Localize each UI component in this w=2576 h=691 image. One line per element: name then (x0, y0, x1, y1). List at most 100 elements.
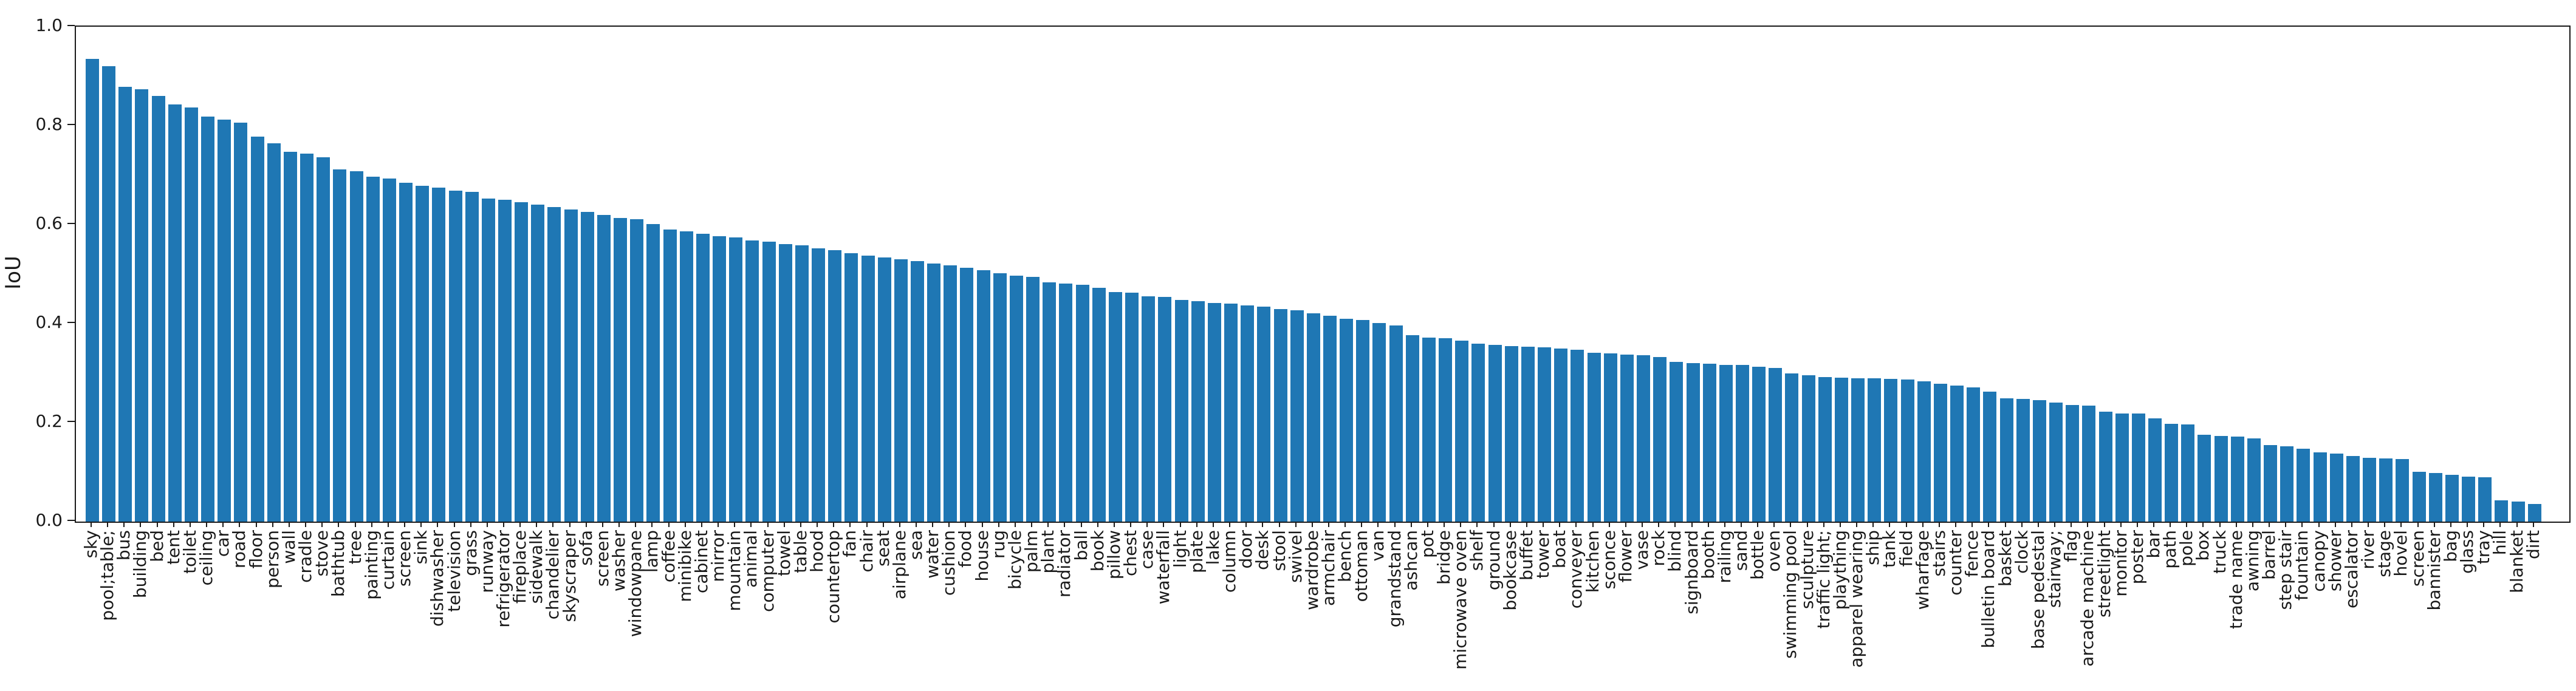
bar (1900, 380, 1914, 522)
x-tick-mark (2334, 522, 2336, 527)
y-tick-label: 0.8 (35, 114, 63, 134)
bar (2148, 418, 2162, 522)
bar (317, 157, 331, 522)
bar (1224, 304, 1238, 522)
x-tick-mark (1724, 522, 1725, 527)
x-tick-mark (206, 522, 208, 527)
x-tick-mark (1014, 522, 1016, 527)
bar (2098, 412, 2112, 522)
x-tick-mark (437, 522, 439, 527)
bar (2412, 472, 2426, 522)
bar (118, 87, 132, 522)
x-tick-mark (651, 522, 653, 527)
bar (465, 192, 479, 522)
bar (2049, 403, 2063, 522)
x-tick-mark (882, 522, 884, 527)
bar (1356, 320, 1370, 522)
bar (1241, 305, 1255, 522)
x-tick-mark (2516, 522, 2518, 527)
x-tick-mark (1427, 522, 1428, 527)
bar (1950, 386, 1964, 522)
plot-area (75, 26, 2571, 523)
x-tick-mark (2004, 522, 2006, 527)
x-tick-mark (2136, 522, 2138, 527)
x-tick-mark (1592, 522, 1594, 527)
x-tick-mark (1345, 522, 1346, 527)
bar (2032, 400, 2046, 522)
x-tick-mark (1674, 522, 1676, 527)
bar (762, 242, 776, 522)
x-tick-mark (387, 522, 389, 527)
bar (135, 89, 149, 522)
bar (2297, 449, 2311, 522)
bar (498, 200, 512, 522)
x-tick-mark (701, 522, 702, 527)
bar (1075, 285, 1089, 522)
x-tick-mark (601, 522, 603, 527)
x-tick-mark (1064, 522, 1066, 527)
x-tick-mark (222, 522, 224, 527)
bar (366, 177, 380, 522)
x-tick-mark (1773, 522, 1775, 527)
x-tick-mark (2087, 522, 2089, 527)
bar (2313, 452, 2327, 522)
x-tick-mark (1889, 522, 1891, 527)
bar (2363, 458, 2377, 522)
x-tick-mark (2120, 522, 2122, 527)
x-tick-mark (1757, 522, 1759, 527)
x-tick-mark (932, 522, 934, 527)
x-tick-mark (750, 522, 752, 527)
bar (1785, 373, 1799, 522)
x-tick-mark (1179, 522, 1181, 527)
x-tick-mark (1971, 522, 1973, 527)
x-tick-mark (965, 522, 967, 527)
x-tick-mark (1642, 522, 1643, 527)
bar (2379, 458, 2393, 522)
bar (1752, 367, 1766, 522)
x-tick-mark (2467, 522, 2468, 527)
bar (1933, 384, 1947, 522)
x-tick-mark (2483, 522, 2485, 527)
x-tick-mark (1905, 522, 1907, 527)
x-tick-mark (1988, 522, 1990, 527)
bar (1818, 377, 1832, 522)
x-tick-mark (288, 522, 290, 527)
x-tick-mark (1295, 522, 1297, 527)
x-tick-mark (1938, 522, 1940, 527)
bar (1488, 345, 1502, 522)
bar (1191, 301, 1205, 522)
bar (1257, 307, 1271, 522)
x-tick-mark (1031, 522, 1033, 527)
bar (2396, 459, 2410, 522)
x-tick-mark (2153, 522, 2154, 527)
bar (218, 120, 231, 522)
bar (2165, 424, 2179, 522)
bar (2462, 477, 2476, 522)
x-tick-mark (338, 522, 340, 527)
y-tick-mark (67, 520, 75, 521)
x-tick-mark (817, 522, 818, 527)
y-tick-label: 1.0 (35, 15, 63, 35)
x-tick-mark (272, 522, 273, 527)
x-tick-mark (1278, 522, 1280, 527)
bar (300, 154, 314, 522)
x-tick-mark (2021, 522, 2023, 527)
x-tick-mark (800, 522, 801, 527)
bar (2082, 406, 2096, 522)
bar (2428, 473, 2442, 522)
bar (2495, 500, 2509, 522)
x-tick-mark (503, 522, 504, 527)
x-tick-mark (1741, 522, 1742, 527)
x-tick-mark (2219, 522, 2221, 527)
x-tick-mark (1658, 522, 1660, 527)
x-tick-mark (585, 522, 587, 527)
x-tick-mark (2037, 522, 2039, 527)
x-tick-mark (107, 522, 109, 527)
bar (2214, 436, 2228, 522)
bar (2346, 456, 2360, 522)
x-tick-mark (1311, 522, 1313, 527)
bar (1108, 292, 1122, 522)
bar (1884, 379, 1898, 522)
x-tick-mark (1113, 522, 1115, 527)
bar (547, 207, 561, 522)
